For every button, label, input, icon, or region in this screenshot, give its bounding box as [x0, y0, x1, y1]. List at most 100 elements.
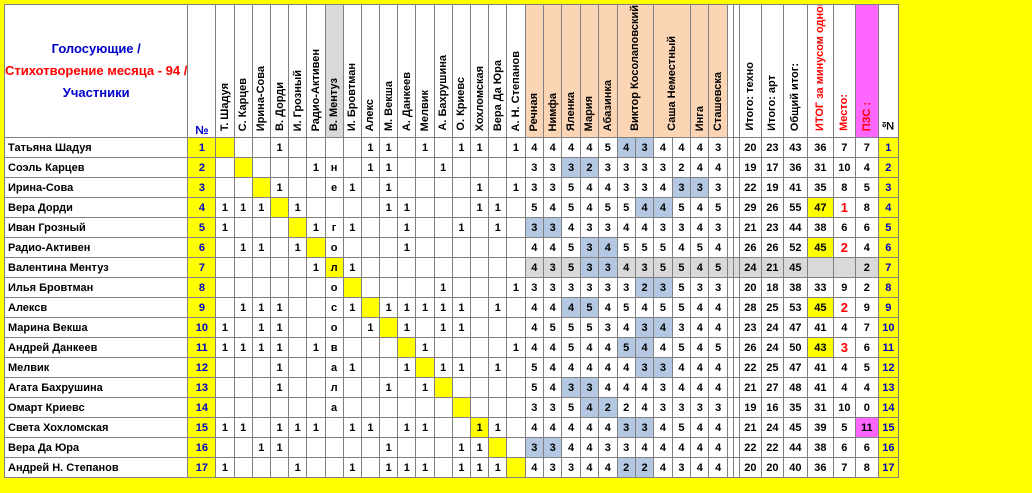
score-cell: 3 — [708, 217, 728, 238]
vote-cell — [397, 377, 417, 398]
score-cell: 2 — [634, 277, 655, 298]
place: 7 — [832, 137, 856, 158]
vote-cell — [469, 277, 490, 298]
vote-cell: о — [324, 317, 344, 338]
vote-cell — [342, 237, 362, 258]
vote-cell: 1 — [469, 417, 490, 438]
score-cell: 2 — [616, 397, 636, 418]
score-cell: 4 — [616, 377, 636, 398]
totals-header: ИТОГ за минусом одной оценки: — [806, 4, 834, 138]
vote-cell — [397, 277, 417, 298]
table-row: Марина Векша 10 1 1 1 о 1 1 1 1 4 5 5 5 3 4 3 4 3 4 4 23 24 47 4… — [3, 317, 899, 338]
participant-no: 6 — [187, 237, 217, 258]
vote-cell: 1 — [306, 337, 326, 358]
vote-cell — [451, 417, 472, 438]
totals-header: Итого: техно — [738, 4, 762, 138]
vote-cell — [488, 257, 508, 278]
vote-cell — [288, 337, 308, 358]
vote-cell — [251, 357, 271, 378]
pzs-value: 6 — [854, 217, 879, 238]
vote-cell — [288, 377, 308, 398]
criteria-header: Инга — [690, 4, 710, 138]
total-art: 18 — [760, 277, 784, 298]
vote-cell — [433, 177, 453, 198]
vote-cell — [451, 157, 472, 178]
participant-no-right: 7 — [877, 257, 899, 278]
vote-cell — [451, 237, 472, 258]
participant-no: 7 — [187, 257, 217, 278]
score-cell: 4 — [542, 417, 563, 438]
vote-cell — [451, 277, 472, 298]
voter-header: Алекс — [360, 4, 381, 138]
voter-header: В. Дорди — [269, 4, 290, 138]
vote-cell: 1 — [360, 317, 381, 338]
score-cell: 3 — [708, 137, 728, 158]
total-art: 25 — [760, 357, 784, 378]
vote-cell: 1 — [451, 297, 472, 318]
vote-cell — [215, 157, 235, 178]
table-row: Андрей Данкеев 11 1 1 1 1 1 в 1 1 4 4 5 4 4 5 4 4 5 4 5 26 24 5… — [3, 337, 899, 358]
vote-cell — [506, 417, 526, 438]
vote-cell — [251, 137, 271, 158]
totals-label: Общий итог: — [789, 62, 802, 131]
table-row: Омарт Криевс 14 а 3 3 5 4 2 2 4 3 3 3 3 19 16 35 31 10 0 14 — [3, 397, 899, 418]
pzs-value: 5 — [854, 177, 879, 198]
place: 4 — [832, 377, 856, 398]
score-cell: 3 — [690, 277, 710, 298]
vote-cell — [451, 397, 472, 418]
vote-cell — [288, 357, 308, 378]
score-cell: 3 — [671, 177, 692, 198]
vote-cell — [288, 137, 308, 158]
vote-cell: 1 — [288, 457, 308, 478]
participant-name: Соэль Карцев — [3, 157, 189, 178]
table-row: Валентина Ментуз 7 1 л 1 4 3 5 3 3 4 3 5 5 4 5 24 21 45 2 7 — [3, 257, 899, 278]
vote-cell: 1 — [451, 137, 472, 158]
title-part: Участники — [62, 85, 130, 100]
vote-cell: 1 — [306, 157, 326, 178]
score-cell: 4 — [542, 377, 563, 398]
score-cell: 4 — [542, 197, 563, 218]
total-minus-one: 43 — [806, 337, 834, 358]
vote-cell — [433, 377, 453, 398]
total-minus-one: 38 — [806, 437, 834, 458]
vote-cell — [415, 217, 435, 238]
score-cell: 4 — [616, 317, 636, 338]
score-cell: 3 — [598, 317, 618, 338]
vote-cell — [251, 157, 271, 178]
total-overall: 41 — [782, 177, 808, 198]
vote-cell — [360, 357, 381, 378]
score-cell: 4 — [579, 177, 600, 198]
vote-cell: н — [324, 157, 344, 178]
vote-cell — [397, 177, 417, 198]
score-cell: 4 — [690, 257, 710, 278]
vote-cell — [488, 177, 508, 198]
score-cell: 5 — [579, 297, 600, 318]
total-minus-one: 47 — [806, 197, 834, 218]
table-row: Соэль Карцев 2 1 н 1 1 1 3 3 3 2 3 3 3 3 2 4 4 19 17 36 31 10 4… — [3, 157, 899, 178]
participant-no: 13 — [187, 377, 217, 398]
criteria-label: Речная — [528, 92, 541, 131]
score-cell: 3 — [708, 397, 728, 418]
vote-cell — [415, 437, 435, 458]
vote-cell — [397, 397, 417, 418]
score-cell: 4 — [542, 357, 563, 378]
vote-cell — [506, 217, 526, 238]
total-minus-one: 38 — [806, 217, 834, 238]
vote-cell — [269, 237, 290, 258]
score-cell: 5 — [524, 357, 544, 378]
totals-label: ИТОГ за минусом одной оценки: — [814, 4, 827, 132]
vote-cell — [251, 277, 271, 298]
total-minus-one: 41 — [806, 377, 834, 398]
vote-cell — [215, 277, 235, 298]
voter-label: А. Данкеев — [400, 71, 413, 131]
vote-cell — [451, 257, 472, 278]
score-cell: 4 — [653, 137, 673, 158]
participant-no-right: 8 — [877, 277, 899, 298]
voter-header: Т. Шадуя — [215, 4, 235, 138]
table-row: Иван Грозный 5 1 1 г 1 1 1 1 3 3 4 3 3 4 4 3 3 4 3 21 23 44 38 6… — [3, 217, 899, 238]
voter-label: С. Карцев — [237, 77, 250, 131]
vote-cell: 1 — [415, 417, 435, 438]
total-art: 20 — [760, 457, 784, 478]
place: 3 — [832, 337, 856, 358]
score-cell: 5 — [708, 197, 728, 218]
